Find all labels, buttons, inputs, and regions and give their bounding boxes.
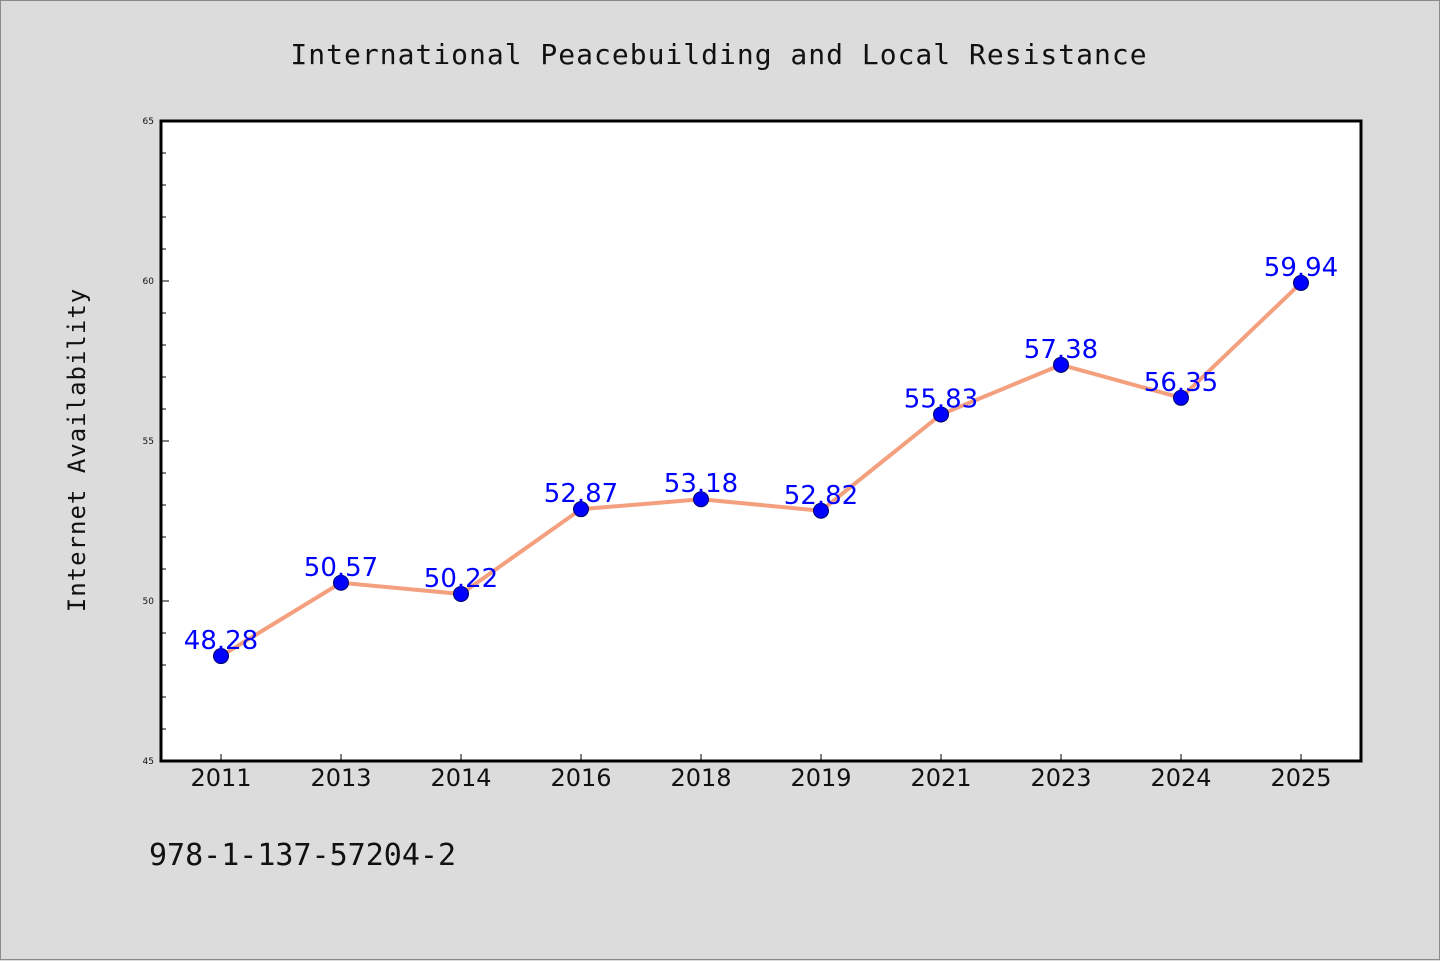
chart-title: International Peacebuilding and Local Re… xyxy=(290,38,1147,71)
data-label: 57.38 xyxy=(1024,335,1098,365)
data-label: 59.94 xyxy=(1264,253,1338,283)
y-tick-label: 45 xyxy=(143,757,154,767)
data-point xyxy=(213,648,229,665)
data-label: 52.87 xyxy=(544,479,618,509)
y-tick-label: 65 xyxy=(143,117,154,127)
x-tick-label: 2024 xyxy=(1150,764,1211,792)
y-tick-label: 50 xyxy=(143,597,155,607)
x-tick-label: 2021 xyxy=(910,764,971,792)
series-line xyxy=(219,280,1303,659)
y-tick-label: 60 xyxy=(143,277,155,287)
data-point xyxy=(1293,274,1309,291)
data-point xyxy=(1053,356,1069,373)
data-point xyxy=(1173,389,1189,406)
data-label: 56.35 xyxy=(1144,368,1218,398)
data-label: 48.28 xyxy=(184,626,258,656)
x-tick-label: 2018 xyxy=(670,764,731,792)
x-tick-label: 2016 xyxy=(550,764,611,792)
data-label: 55.83 xyxy=(904,384,978,414)
data-point xyxy=(933,406,949,423)
plot-area xyxy=(159,119,1363,763)
x-tick-label: 2019 xyxy=(790,764,851,792)
data-label: 50.57 xyxy=(304,553,378,583)
x-tick-label: 2014 xyxy=(430,764,491,792)
y-axis-ticks: 45 50 55 60 65 xyxy=(143,117,169,767)
data-point xyxy=(333,574,349,591)
data-label: 50.22 xyxy=(424,564,498,594)
data-label: 52.82 xyxy=(784,481,858,511)
data-point xyxy=(573,501,589,518)
data-point xyxy=(693,491,709,508)
x-tick-label: 2013 xyxy=(310,764,371,792)
x-tick-label: 2011 xyxy=(190,764,251,792)
y-tick-label: 55 xyxy=(143,437,154,447)
data-point xyxy=(453,585,469,602)
x-tick-label: 2023 xyxy=(1030,764,1091,792)
data-label: 53.18 xyxy=(664,469,738,499)
y-axis-label: Internet Availability xyxy=(63,288,91,612)
x-axis-ticks: 2011 2013 2014 2016 2018 2019 2021 2023 2024 2025 xyxy=(190,754,1332,792)
series-layer xyxy=(213,274,1309,665)
data-label-layer: 48.28 50.57 50.22 52.87 53.18 52.82 55.83 57.38… xyxy=(184,253,1338,656)
x-tick-label: 2025 xyxy=(1270,764,1331,792)
data-point xyxy=(813,502,829,519)
isbn-text: 978-1-137-57204-2 xyxy=(149,838,456,873)
